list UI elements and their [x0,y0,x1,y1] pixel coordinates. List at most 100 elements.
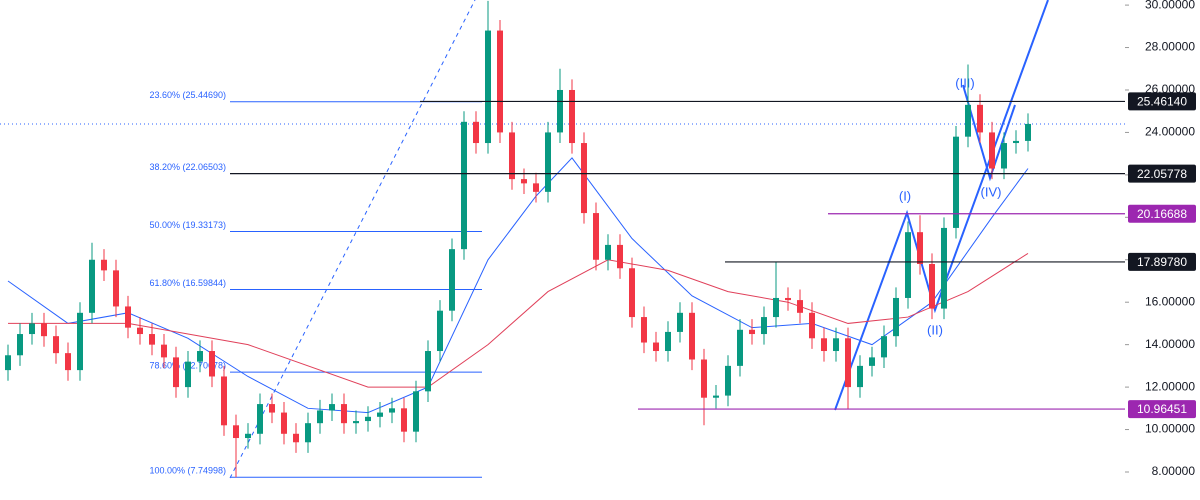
price-badge [1128,252,1196,271]
candle-body [197,351,203,362]
candle-body [1025,123,1031,141]
candle-body [149,334,155,345]
candle-body [521,179,527,184]
price-badge-label: 17.89780 [1137,255,1187,269]
y-tick-label: 12.00000 [1145,379,1195,393]
candle-body [269,404,275,413]
candle-body [725,365,731,396]
candle-body [881,336,887,358]
price-badge [1128,164,1196,183]
candle-body [113,270,119,307]
candle-body [401,408,407,432]
candle-body [17,334,23,356]
candle-body [245,433,251,439]
candle-body [305,423,311,443]
candle-body [773,297,779,318]
candle-body [41,323,47,337]
wave-lines [834,0,1049,411]
candle-body [173,357,179,388]
price-badge [1128,92,1196,111]
candle-body [797,300,803,313]
candle-body [941,227,947,309]
candle-body [533,183,539,192]
candle-body [437,310,443,352]
candle-body [341,404,347,424]
candle-body [869,357,875,366]
fib-label: 23.60% (25.44690) [149,90,226,100]
candle-body [329,404,335,411]
candle-body [665,331,671,352]
candle-body [953,136,959,228]
candle-body [185,361,191,388]
candle-body [929,264,935,309]
impulse-wave [834,0,1049,411]
candle-body [53,336,59,354]
candle-body [1001,143,1007,169]
candle-body [581,143,587,214]
candle-body [557,89,563,133]
candle-body [221,376,227,426]
candle-body [485,30,491,144]
candle-body [389,408,395,413]
candle-body [833,338,839,352]
price-badge-label: 22.05778 [1137,167,1187,181]
fib-label: 61.80% (16.59844) [149,278,226,288]
candle-body [545,132,551,192]
candle-body [413,391,419,432]
candle-body [293,433,299,443]
y-tick-label: 10.00000 [1145,422,1195,436]
candle-body [449,249,455,311]
candle-body [365,416,371,422]
wave-label: (IV) [981,184,1002,199]
candle-body [701,359,707,398]
candle-body [257,404,263,434]
y-tick-label: 16.00000 [1145,294,1195,308]
price-badge-label: 10.96451 [1137,402,1187,416]
y-tick-label: 14.00000 [1145,337,1195,351]
candle-body [233,425,239,439]
candle-body [473,121,479,144]
candle-body [689,312,695,360]
candle-body [749,329,755,335]
wave-label: (III) [955,75,975,90]
candle-body [137,327,143,335]
candle-body [641,317,647,343]
candle-body [713,395,719,398]
price-badge-label: 20.16688 [1137,207,1187,221]
candle-body [281,412,287,434]
candle-body [761,317,767,335]
price-badge-label: 25.46140 [1137,95,1187,109]
candle-body [629,268,635,318]
candle-body [653,342,659,352]
candle-body [917,232,923,265]
candle-body [317,410,323,424]
candle-body [905,232,911,298]
candle-body [893,297,899,337]
candle-body [65,353,71,371]
correction-wave [962,84,1016,182]
candle-body [377,412,383,417]
candle-body [161,344,167,358]
candle-body [497,30,503,133]
candle-body [509,132,515,180]
candle-body [785,297,791,301]
fib-trend-line [229,0,476,479]
candle-body [101,259,107,271]
y-tick-label: 28.00000 [1145,40,1195,54]
candle-body [29,323,35,335]
fib-label: 38.20% (22.06503) [149,162,226,172]
wave-label: (I) [899,188,911,203]
candle-body [353,421,359,424]
candle-body [569,89,575,144]
candle-body [965,104,971,137]
wave-label: (II) [927,322,943,337]
fib-label: 50.00% (19.33173) [149,220,226,230]
candle-body [809,312,815,339]
candle-body [737,329,743,366]
y-tick-label: 30.00000 [1145,0,1195,11]
candle-body [977,104,983,133]
candle-body [989,132,995,169]
candle-body [857,365,863,388]
candle-body [89,259,95,313]
